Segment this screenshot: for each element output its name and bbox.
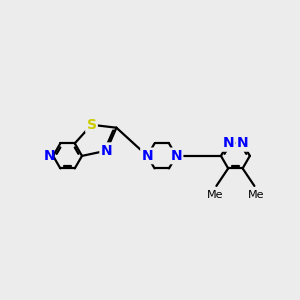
- Text: S: S: [86, 118, 97, 132]
- Text: N: N: [222, 136, 234, 150]
- Text: N: N: [237, 136, 248, 150]
- Text: Me: Me: [248, 190, 264, 200]
- Text: N: N: [142, 149, 153, 163]
- Text: Me: Me: [207, 190, 223, 200]
- Text: N: N: [101, 144, 112, 158]
- Text: N: N: [170, 149, 182, 163]
- Text: N: N: [44, 149, 56, 163]
